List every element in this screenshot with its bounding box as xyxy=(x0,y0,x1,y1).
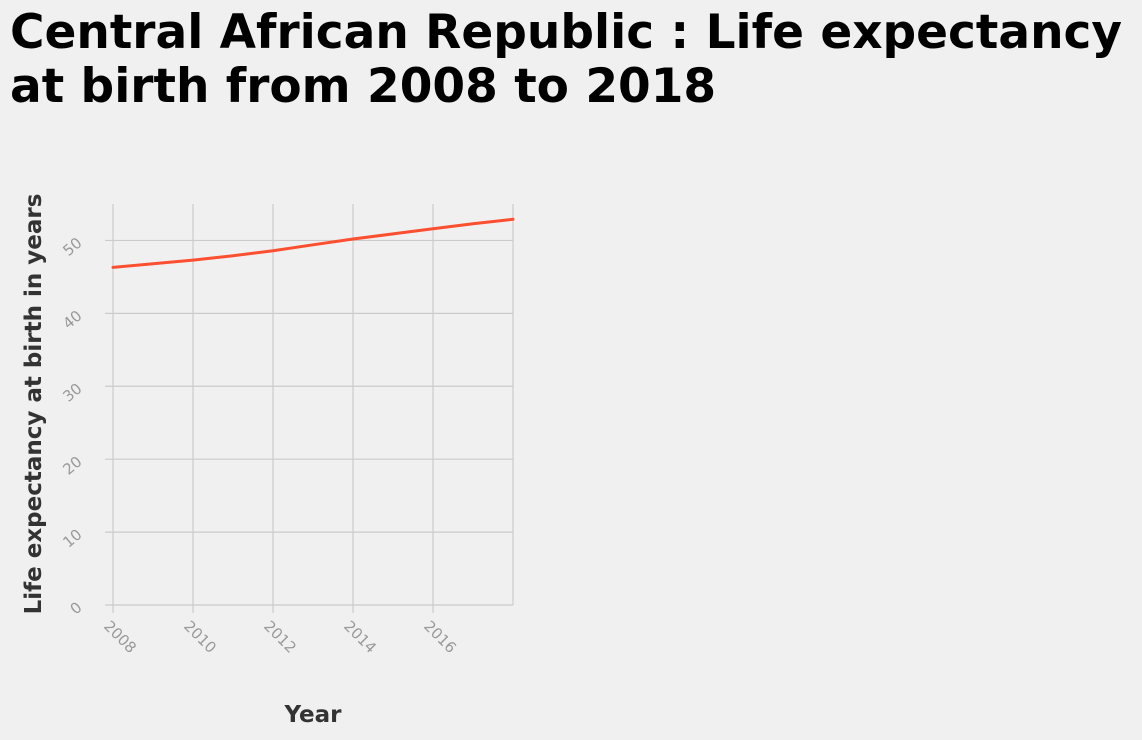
x-tick-label: 2014 xyxy=(340,617,380,657)
y-tick-labels: 0 10 20 30 40 50 xyxy=(59,234,85,618)
grid-lines xyxy=(105,204,514,613)
y-tick-label: 50 xyxy=(59,234,85,260)
y-tick-label: 40 xyxy=(59,307,85,333)
x-tick-label: 2016 xyxy=(420,617,460,657)
y-tick-label: 30 xyxy=(59,380,85,406)
y-tick-label: 0 xyxy=(67,598,86,618)
x-tick-labels: 2008 2010 2012 2014 2016 xyxy=(100,617,460,657)
y-axis-label: Life expectancy at birth in years xyxy=(21,194,47,615)
x-tick-label: 2008 xyxy=(100,617,140,657)
chart-title: Central African Republic : Life expectan… xyxy=(10,5,1123,114)
x-axis-label: Year xyxy=(283,702,342,728)
series-lines xyxy=(111,217,515,269)
y-tick-label: 20 xyxy=(59,452,85,478)
series-line xyxy=(111,217,515,269)
x-tick-label: 2010 xyxy=(180,617,220,657)
x-tick-label: 2012 xyxy=(260,617,300,657)
y-tick-label: 10 xyxy=(59,525,85,551)
